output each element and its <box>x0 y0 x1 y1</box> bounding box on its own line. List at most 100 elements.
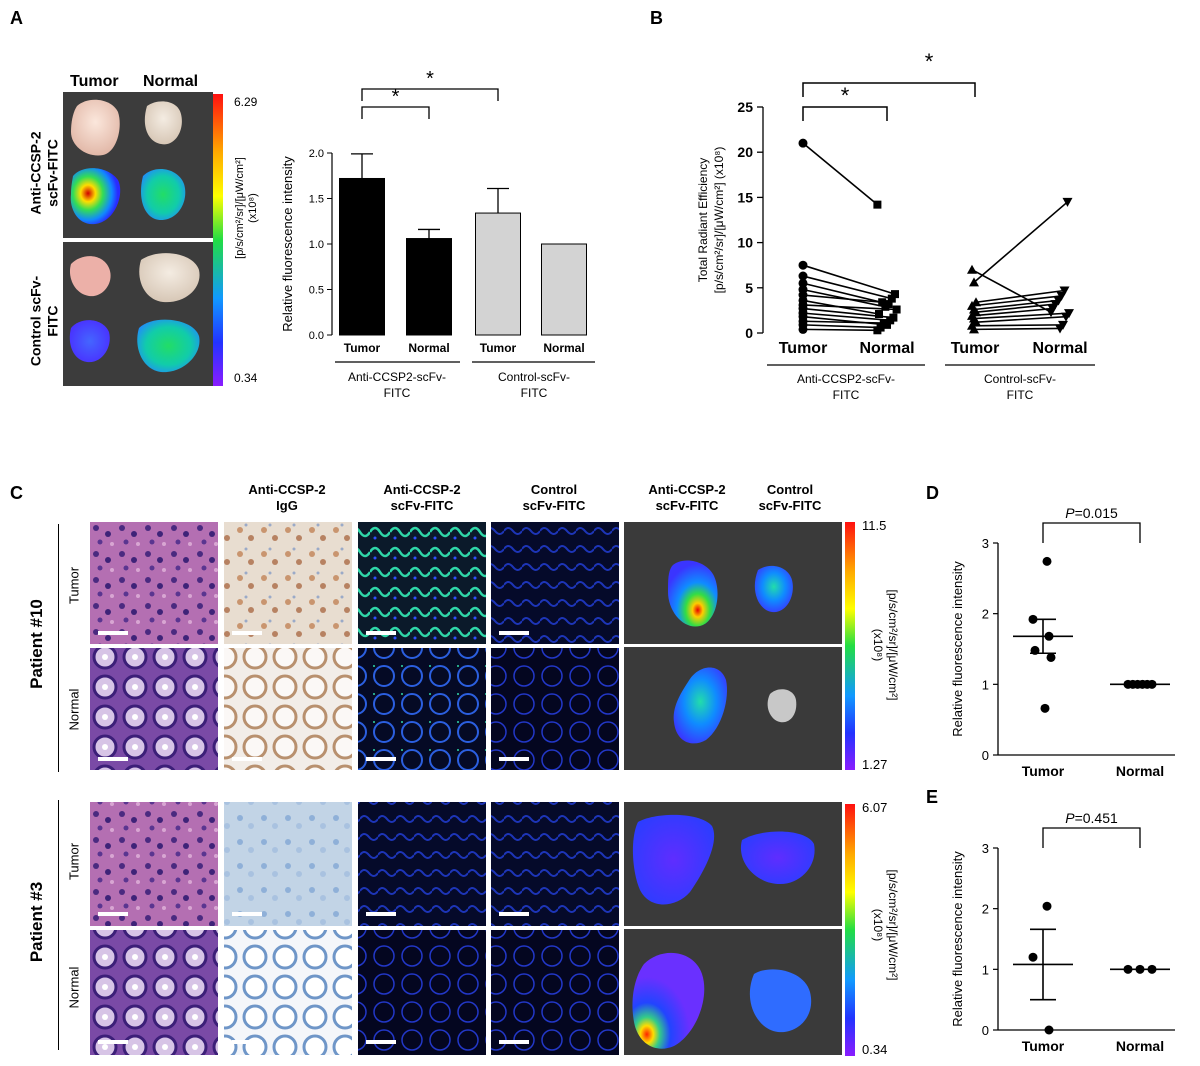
normal-point <box>1050 300 1061 310</box>
if-anti-tumor-p10 <box>358 522 486 644</box>
sig-bracket <box>802 106 888 121</box>
panel-label-c: C <box>10 483 23 503</box>
sig-star: * <box>426 68 434 90</box>
group-label: FITC <box>521 386 548 400</box>
ivis-p10-normal-anti <box>673 667 728 744</box>
bar <box>339 177 385 336</box>
sig-star: * <box>392 86 400 108</box>
pair-line <box>973 312 1070 320</box>
if-control-normal-p10 <box>491 648 619 770</box>
tumor-point <box>1042 901 1052 911</box>
header-control-ivis: Control scFv-FITC <box>758 482 822 513</box>
pair-line <box>973 327 1061 331</box>
header-anti-ivis: Anti-CCSP-2 scFv-FITC <box>648 482 726 513</box>
pair-line <box>802 294 883 304</box>
y-tick-label: 0 <box>982 1023 989 1038</box>
normal-point <box>1135 964 1145 974</box>
category-label: Normal <box>1116 1038 1164 1054</box>
pair-line <box>802 324 881 329</box>
category-label: Normal <box>859 340 914 357</box>
normal-point <box>878 298 887 307</box>
col-label-normal: Normal <box>143 73 199 90</box>
row-label-tumor-2: Tumor <box>66 842 82 881</box>
category-label: Normal <box>1032 340 1087 357</box>
ivis-p10-normal-control <box>767 689 797 723</box>
panel-c-image-grid <box>90 522 842 1055</box>
panel-a-scale-max: 6.29 <box>234 95 258 109</box>
sig-bracket <box>802 82 976 97</box>
tumor-point <box>1028 952 1038 962</box>
panel-label-a: A <box>10 8 23 28</box>
group-label: FITC <box>384 386 411 400</box>
normal-point <box>886 316 895 325</box>
y-tick-label: 10 <box>737 235 753 251</box>
y-tick-label: 0 <box>745 325 753 341</box>
p-value-label: P=0.015 <box>1065 505 1118 521</box>
he-tumor-p3 <box>90 802 218 926</box>
row-label-tumor-1: Tumor <box>66 566 82 605</box>
y-tick-label: 3 <box>982 536 989 551</box>
normal-point <box>892 305 901 314</box>
y-tick-label: 20 <box>737 144 753 160</box>
normal-point <box>891 290 899 299</box>
row-label-normal-2: Normal <box>66 966 82 1009</box>
group-label: Control-scFv- <box>984 372 1056 386</box>
y-tick-label: 1.0 <box>309 239 324 251</box>
pair-line <box>802 328 878 332</box>
normal-point <box>1055 324 1065 334</box>
sig-star: * <box>841 83 850 108</box>
group-label: Anti-CCSP2-scFv- <box>797 372 895 386</box>
if-control-normal-p3 <box>491 930 619 1055</box>
pair-line <box>975 315 1067 323</box>
category-label: Normal <box>408 341 449 355</box>
ihc-normal-p3 <box>224 930 352 1055</box>
pair-line <box>975 303 1056 314</box>
panel-a-colorbar <box>213 94 223 386</box>
panel-label-d: D <box>926 483 939 503</box>
panel-a-images <box>63 92 213 386</box>
header-control-if: Control scFv-FITC <box>522 482 586 513</box>
tumor-point <box>1030 645 1040 655</box>
if-control-tumor-p10 <box>491 522 619 644</box>
category-label: Tumor <box>1022 763 1065 779</box>
y-axis-label: Relative fluorescence intensity <box>950 561 965 737</box>
tumor-point <box>1044 631 1054 641</box>
pair-line <box>802 264 896 295</box>
scale2-min: 0.34 <box>862 1042 888 1057</box>
panel-d-scatter: 0 1 2 3 Relative fluorescence intensity Tumor… <box>950 505 1175 779</box>
category-label: Normal <box>1116 763 1164 779</box>
normal-point <box>887 294 896 303</box>
if-anti-normal-p10 <box>358 648 486 770</box>
col-label-tumor: Tumor <box>70 73 119 90</box>
ivis-p10-tumor-control <box>754 565 793 613</box>
panel-label-e: E <box>926 787 939 807</box>
tumor-point <box>969 277 979 287</box>
normal-point <box>873 326 882 335</box>
y-tick-label: 0.5 <box>309 285 324 297</box>
tumor-point <box>1040 703 1050 713</box>
category-label: Tumor <box>951 340 1000 357</box>
normal-point <box>1059 286 1070 296</box>
normal-fluor-1 <box>141 169 186 220</box>
pair-line <box>971 295 1062 307</box>
panel-a-scale-min: 0.34 <box>234 371 258 385</box>
tumor-photo-1 <box>71 99 120 156</box>
y-tick-label: 15 <box>737 189 753 205</box>
patient-3-label: Patient #3 <box>27 881 46 963</box>
tumor-point <box>1046 652 1056 662</box>
scale1-min: 1.27 <box>862 757 888 772</box>
normal-fluor-2 <box>137 319 200 373</box>
pair-line <box>802 304 897 311</box>
tumor-point <box>969 324 979 334</box>
pair-line <box>802 142 878 206</box>
y-tick-label: 3 <box>982 841 989 856</box>
tumor-fluor-2 <box>69 320 110 363</box>
pair-line <box>973 299 1059 311</box>
bracket-line-1 <box>58 524 59 772</box>
category-label: Tumor <box>480 341 517 355</box>
y-tick-label: 1.5 <box>309 194 324 206</box>
normal-point <box>879 319 888 328</box>
scale1-unit: [p/s/cm²/sr]/[μW/cm²] (x10⁸) <box>871 589 900 701</box>
y-tick-label: 1 <box>982 677 989 692</box>
category-label: Tumor <box>344 341 381 355</box>
